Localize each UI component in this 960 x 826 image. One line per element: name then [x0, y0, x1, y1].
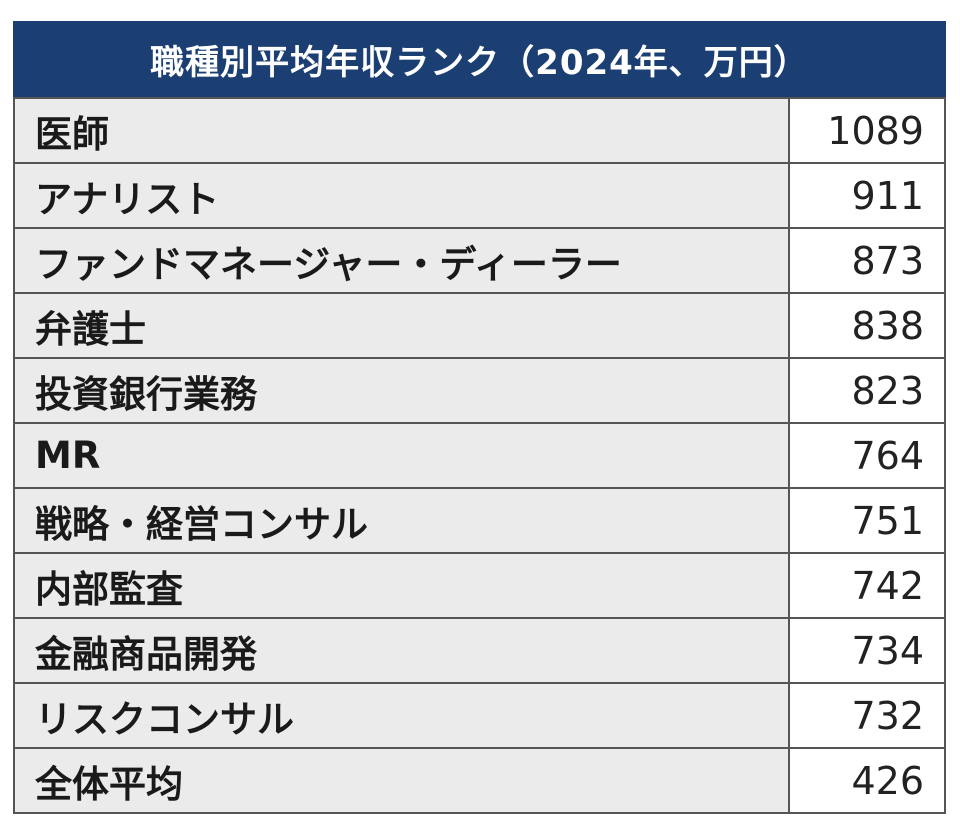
salary-value: 1089 — [790, 99, 944, 162]
table-row: 金融商品開発 734 — [15, 617, 944, 682]
job-label: 金融商品開発 — [15, 619, 790, 682]
job-label: アナリスト — [15, 164, 790, 227]
salary-value: 911 — [790, 164, 944, 227]
job-label: 弁護士 — [15, 294, 790, 357]
salary-value: 823 — [790, 359, 944, 422]
table-row: リスクコンサル 732 — [15, 682, 944, 747]
salary-value: 732 — [790, 684, 944, 747]
job-label: 内部監査 — [15, 554, 790, 617]
table-body: 医師 1089 アナリスト 911 ファンドマネージャー・ディーラー 873 弁護士 838 投… — [13, 97, 946, 814]
salary-value: 742 — [790, 554, 944, 617]
table-row: MR 764 — [15, 422, 944, 487]
salary-value: 426 — [790, 749, 944, 812]
table-title: 職種別平均年収ランク（2024年、万円） — [13, 21, 946, 97]
table-row: ファンドマネージャー・ディーラー 873 — [15, 227, 944, 292]
salary-table: 職種別平均年収ランク（2024年、万円） 医師 1089 アナリスト 911 ファンドマ… — [13, 21, 946, 814]
job-label: 投資銀行業務 — [15, 359, 790, 422]
job-label: ファンドマネージャー・ディーラー — [15, 229, 790, 292]
salary-value: 838 — [790, 294, 944, 357]
table-row: 内部監査 742 — [15, 552, 944, 617]
job-label: 医師 — [15, 99, 790, 162]
table-row: 戦略・経営コンサル 751 — [15, 487, 944, 552]
job-label: 戦略・経営コンサル — [15, 489, 790, 552]
salary-value: 764 — [790, 424, 944, 487]
table-row: 投資銀行業務 823 — [15, 357, 944, 422]
table-row: 全体平均 426 — [15, 747, 944, 812]
job-label: リスクコンサル — [15, 684, 790, 747]
table-row: 弁護士 838 — [15, 292, 944, 357]
salary-value: 734 — [790, 619, 944, 682]
job-label: MR — [15, 424, 790, 487]
job-label: 全体平均 — [15, 749, 790, 812]
table-row: アナリスト 911 — [15, 162, 944, 227]
salary-value: 873 — [790, 229, 944, 292]
salary-value: 751 — [790, 489, 944, 552]
table-row: 医師 1089 — [15, 97, 944, 162]
